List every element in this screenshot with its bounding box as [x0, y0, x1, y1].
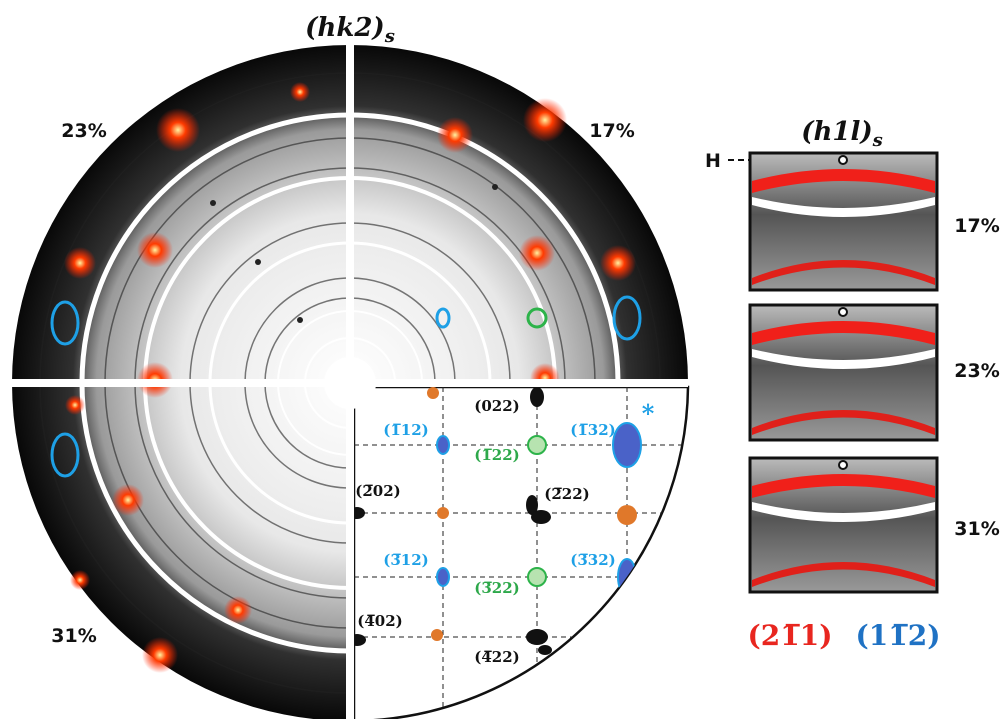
title-text: (h1l) — [801, 117, 872, 147]
title-text: (hk2) — [305, 13, 385, 43]
h-position — [839, 156, 847, 164]
index-label: (1̅32) — [570, 421, 616, 439]
right-title: (h1l)s — [801, 117, 883, 151]
figure: (hk2)s 23% 17% 31% * (h1l)s H 17% 23% 31… — [0, 0, 1006, 719]
quadrant-label: 17% — [589, 120, 634, 142]
h-marker: H — [705, 150, 721, 172]
index-label: (2̅22) — [544, 485, 590, 503]
legend-blue: (11̅2) — [856, 619, 941, 652]
quadrant-label: 23% — [61, 120, 106, 142]
title-subscript: s — [872, 130, 883, 151]
strain-label: 23% — [954, 360, 999, 382]
index-label: (2̅02) — [355, 482, 401, 500]
quadrant-label: 31% — [51, 625, 96, 647]
h-position — [839, 461, 847, 469]
strain-label: 31% — [954, 518, 999, 540]
index-label: (1̅22) — [474, 446, 520, 464]
legend-red: (21̅1) — [748, 619, 833, 652]
index-label: (022) — [474, 397, 520, 415]
left-title: (hk2)s — [305, 13, 395, 47]
index-label: (3̅12) — [383, 551, 429, 569]
strain-label: 17% — [954, 215, 999, 237]
index-label: (1̅12) — [383, 421, 429, 439]
h-position — [839, 308, 847, 316]
index-label: (3̅32) — [570, 551, 616, 569]
index-label: (4̅22) — [474, 648, 520, 666]
diffraction-pattern — [12, 45, 700, 719]
index-label: (4̅02) — [357, 612, 403, 630]
detector-panels — [750, 153, 937, 592]
index-label: (3̅22) — [474, 579, 520, 597]
asterisk: * — [642, 399, 655, 428]
title-subscript: s — [384, 26, 395, 47]
